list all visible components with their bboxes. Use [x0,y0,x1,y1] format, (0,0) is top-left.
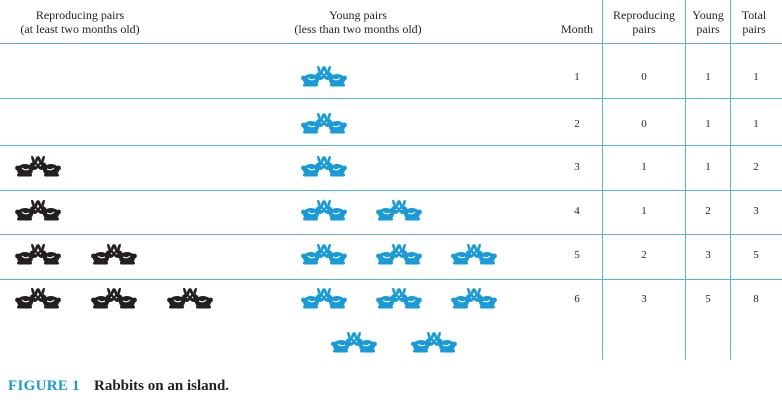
header-col-reproducing-line1: Reproducing [613,8,675,22]
header-young-line1: Young pairs [329,8,387,22]
black-rabbit-pair-icon [90,288,138,312]
reproducing-count-cell: 2 [641,249,647,261]
header-reproducing-line2: (at least two months old) [20,22,140,36]
blue-rabbit-pair-icon [375,244,423,268]
total-count-cell: 2 [753,161,759,173]
header-young-line2: (less than two months old) [294,22,422,36]
month-cell: 3 [574,161,580,173]
figure-label: FIGURE 1 [8,378,80,394]
figure-title: Rabbits on an island. [94,378,230,394]
young-count-cell: 2 [705,205,711,217]
row-rule-1 [0,98,782,99]
black-rabbit-pair-icon [14,200,62,224]
blue-rabbit-pair-icon [300,113,348,137]
header-col-total-line2: pairs [742,22,766,36]
black-rabbit-pair-icon [90,244,138,268]
reproducing-count-cell: 3 [641,293,647,305]
total-count-cell: 1 [753,71,759,83]
total-count-cell: 3 [753,205,759,217]
blue-rabbit-pair-icon [375,288,423,312]
blue-rabbit-pair-icon [330,332,378,356]
blue-rabbit-pair-icon [450,288,498,312]
header-col-young: Young pairs [686,8,730,36]
young-count-cell: 1 [705,161,711,173]
reproducing-count-cell: 0 [641,71,647,83]
row-rule-2 [0,145,782,146]
header-young-pairs: Young pairs (less than two months old) [268,8,448,36]
header-col-young-line1: Young [692,8,724,22]
column-divider-total [730,0,731,360]
blue-rabbit-pair-icon [300,244,348,268]
header-col-total-line1: Total [741,8,767,22]
blue-rabbit-pair-icon [450,244,498,268]
total-count-cell: 5 [753,249,759,261]
reproducing-count-cell: 1 [641,161,647,173]
header-reproducing-line1: Reproducing pairs [35,8,125,22]
black-rabbit-pair-icon [14,156,62,180]
reproducing-count-cell: 0 [641,118,647,130]
month-cell: 5 [574,249,580,261]
header-col-reproducing: Reproducing pairs [603,8,685,36]
total-count-cell: 8 [753,293,759,305]
header-col-total: Total pairs [731,8,777,36]
header-col-reproducing-line2: pairs [632,22,656,36]
young-count-cell: 1 [705,71,711,83]
black-rabbit-pair-icon [14,244,62,268]
blue-rabbit-pair-icon [300,288,348,312]
blue-rabbit-pair-icon [300,200,348,224]
young-count-cell: 3 [705,249,711,261]
black-rabbit-pair-icon [14,288,62,312]
row-rule-4 [0,234,782,235]
row-rule-5 [0,279,782,280]
blue-rabbit-pair-icon [410,332,458,356]
black-rabbit-pair-icon [166,288,214,312]
month-cell: 4 [574,205,580,217]
month-cell: 2 [574,118,580,130]
month-cell: 6 [574,293,580,305]
young-count-cell: 1 [705,118,711,130]
header-col-young-line2: pairs [696,22,720,36]
header-month: Month [560,22,593,36]
month-cell: 1 [574,71,580,83]
reproducing-count-cell: 1 [641,205,647,217]
column-divider-month [602,0,603,360]
column-divider-young [685,0,686,360]
header-rule [0,43,782,44]
blue-rabbit-pair-icon [375,200,423,224]
total-count-cell: 1 [753,118,759,130]
row-rule-3 [0,190,782,191]
young-count-cell: 5 [705,293,711,305]
blue-rabbit-pair-icon [300,66,348,90]
header-reproducing-pairs: Reproducing pairs (at least two months o… [0,8,160,36]
blue-rabbit-pair-icon [300,156,348,180]
figure-caption: FIGURE 1 Rabbits on an island. [8,378,229,395]
